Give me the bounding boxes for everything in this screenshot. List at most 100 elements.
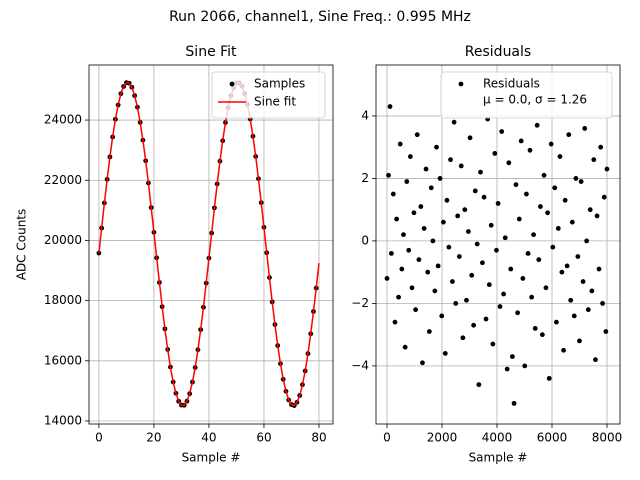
point (416, 257, 422, 263)
point (401, 232, 406, 238)
point (451, 119, 457, 125)
point (469, 272, 475, 278)
point (598, 144, 604, 150)
point (603, 329, 609, 334)
y-axis-label: ADC Counts (15, 209, 29, 281)
point (538, 204, 543, 209)
point (453, 300, 459, 306)
x-tick-label: 0 (383, 431, 391, 445)
point (531, 232, 536, 238)
x-tick-label: 60 (256, 431, 271, 445)
point (585, 307, 591, 313)
point (464, 297, 469, 303)
point (386, 172, 391, 178)
point (418, 204, 424, 209)
y-tick-label: 14000 (44, 413, 82, 427)
point (425, 269, 431, 275)
point (388, 251, 394, 256)
point (527, 147, 533, 153)
y-tick-label: 0 (361, 233, 369, 247)
point (580, 279, 586, 284)
y-tick-label: 4 (361, 108, 369, 122)
point (499, 129, 505, 134)
point (444, 197, 450, 203)
point (550, 244, 556, 250)
point (455, 213, 461, 219)
point (435, 263, 441, 269)
point (450, 279, 455, 284)
legend-label: Residuals (483, 77, 540, 91)
point (582, 126, 588, 131)
point (434, 144, 439, 150)
point (456, 254, 462, 259)
point (404, 179, 410, 184)
legend-box (440, 71, 613, 119)
point (532, 325, 538, 331)
point (553, 319, 559, 325)
point (406, 247, 412, 253)
point (571, 313, 577, 319)
point (596, 266, 602, 272)
point (584, 238, 590, 244)
point (578, 179, 584, 184)
plot-frame (88, 64, 334, 425)
y-tick-label: −4 (351, 358, 369, 372)
x-tick-label: 6000 (537, 431, 568, 445)
plot-title: Sine Fit (185, 44, 237, 60)
point (467, 135, 473, 141)
y-tick-label: 18000 (44, 293, 82, 307)
point (604, 166, 610, 172)
point (472, 188, 478, 194)
point (546, 375, 552, 381)
point (587, 207, 593, 213)
point (601, 194, 607, 200)
point (394, 216, 400, 222)
point (392, 319, 398, 325)
y-tick-label: 22000 (44, 173, 82, 187)
y-tick-label: −2 (351, 296, 369, 310)
plot-title: Residuals (465, 44, 531, 60)
point (513, 182, 519, 188)
point (488, 222, 494, 228)
legend-box (211, 71, 326, 119)
legend-note: μ = 0.0, σ = 1.26 (483, 93, 587, 107)
point (490, 341, 496, 347)
point (573, 176, 579, 181)
point (515, 310, 521, 316)
fit-line (98, 81, 320, 407)
plot-frame (375, 64, 621, 425)
point (492, 151, 498, 156)
point (541, 172, 547, 178)
point (458, 163, 464, 169)
point (504, 366, 510, 372)
x-tick-label: 8000 (592, 431, 623, 445)
point (428, 185, 434, 191)
y-tick-label: 20000 (44, 233, 82, 247)
point (409, 285, 415, 291)
point (569, 219, 575, 225)
y-tick-label: 2 (361, 171, 369, 185)
point (557, 154, 563, 159)
x-tick-label: 0 (95, 431, 103, 445)
point (511, 400, 517, 406)
point (483, 316, 489, 322)
point (525, 251, 531, 256)
point (478, 169, 483, 175)
point (508, 266, 514, 272)
point (575, 254, 581, 259)
x-axis-label: Sample # (469, 451, 528, 465)
x-tick-label: 20 (146, 431, 161, 445)
point (471, 322, 477, 328)
figure-title: Run 2066, channel1, Sine Freq.: 0.995 MH… (169, 9, 471, 25)
legend-swatch (229, 81, 235, 87)
point (555, 226, 561, 231)
legend-swatch (458, 81, 464, 87)
point (593, 357, 598, 363)
point (594, 213, 600, 219)
point (432, 288, 438, 294)
point (390, 191, 396, 197)
point (480, 260, 485, 266)
point (396, 294, 401, 300)
point (397, 141, 403, 147)
